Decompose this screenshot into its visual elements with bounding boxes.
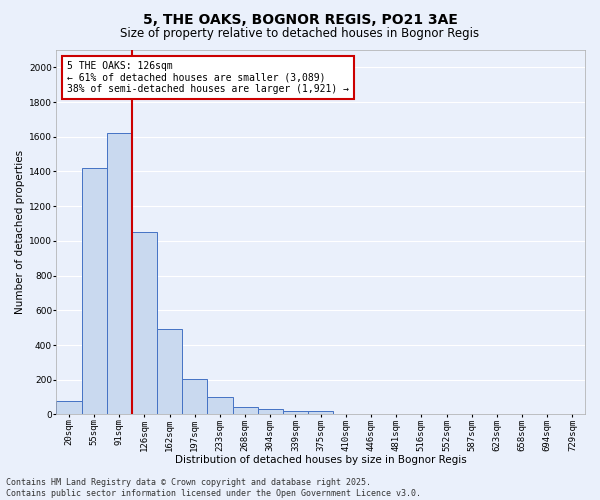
Bar [132,232,157,414]
Bar [283,411,308,414]
Bar [208,397,233,414]
Text: Contains HM Land Registry data © Crown copyright and database right 2025.
Contai: Contains HM Land Registry data © Crown c… [6,478,421,498]
Y-axis label: Number of detached properties: Number of detached properties [15,150,25,314]
Bar [82,168,107,414]
Text: 5 THE OAKS: 126sqm
← 61% of detached houses are smaller (3,089)
38% of semi-deta: 5 THE OAKS: 126sqm ← 61% of detached hou… [67,61,349,94]
Bar [308,411,333,414]
Bar [233,408,258,414]
Bar [107,134,132,414]
Bar [258,409,283,414]
X-axis label: Distribution of detached houses by size in Bognor Regis: Distribution of detached houses by size … [175,455,467,465]
Bar [157,330,182,414]
Text: 5, THE OAKS, BOGNOR REGIS, PO21 3AE: 5, THE OAKS, BOGNOR REGIS, PO21 3AE [143,12,457,26]
Bar [182,379,208,414]
Bar [56,400,82,414]
Text: Size of property relative to detached houses in Bognor Regis: Size of property relative to detached ho… [121,28,479,40]
